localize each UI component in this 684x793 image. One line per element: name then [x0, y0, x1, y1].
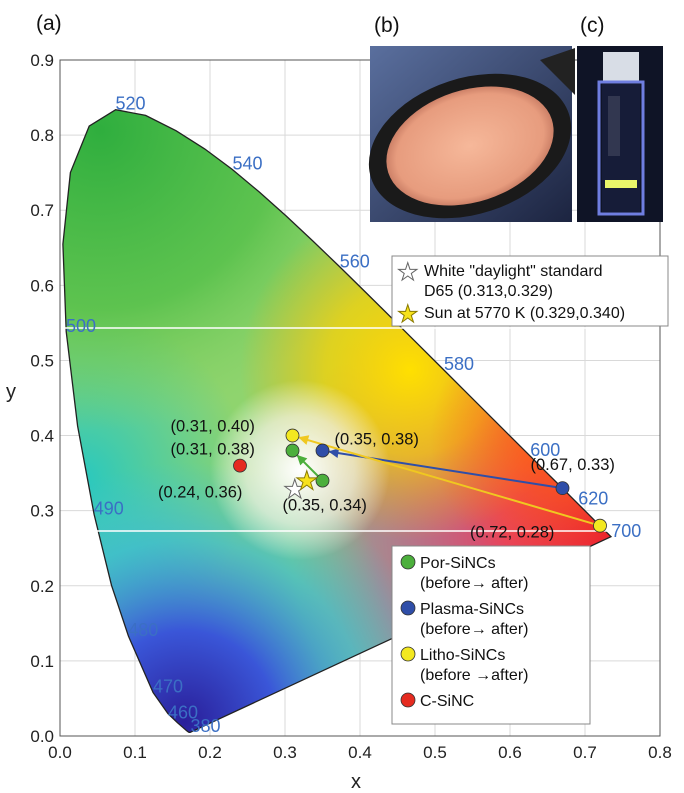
x-tick-label: 0.1	[123, 743, 147, 762]
wavelength-label-470: 470	[153, 676, 183, 696]
d65-star-icon: ★	[283, 474, 306, 504]
coordinate-annotation: (0.31, 0.38)	[171, 441, 255, 459]
legend-litho-sub: (before →after)	[420, 667, 528, 684]
legend-plasma-sub: (before→ after)	[420, 621, 528, 638]
marker-c-sinc	[233, 458, 247, 473]
y-axis-label: y	[6, 381, 16, 403]
coordinate-annotation: (0.35, 0.34)	[283, 497, 367, 515]
wavelength-label-380: 380	[191, 716, 221, 736]
white-star-legend-icon: ★	[397, 259, 419, 286]
marker-litho-sincs	[593, 518, 607, 533]
legend-marker-por	[400, 554, 416, 570]
y-tick-label: 0.4	[30, 427, 54, 446]
wavelength-label-480: 480	[128, 620, 158, 640]
data-markers: ★★	[233, 428, 607, 533]
legend-por-name: Por-SiNCs	[420, 555, 496, 572]
wavelength-label-520: 520	[116, 94, 146, 114]
x-tick-label: 0.6	[498, 743, 522, 762]
panel-label-c: (c)	[580, 14, 605, 37]
coordinate-annotation: (0.72, 0.28)	[470, 524, 554, 542]
y-tick-label: 0.6	[30, 276, 54, 295]
legend-d65-line1: White "daylight" standard	[424, 263, 603, 280]
x-tick-label: 0.0	[48, 743, 72, 762]
marker-plasma-sincs	[315, 443, 330, 458]
wavelength-label-600: 600	[530, 440, 560, 460]
y-tick-label: 0.0	[30, 727, 54, 746]
series-legend: Por-SiNCs (before→ after) Plasma-SiNCs (…	[391, 545, 591, 725]
marker-por-sincs	[315, 473, 330, 488]
wavelength-label-620: 620	[578, 489, 608, 509]
y-tick-label: 0.8	[30, 126, 54, 145]
y-tick-label: 0.9	[30, 51, 54, 70]
marker-litho-sincs	[285, 428, 300, 443]
x-tick-label: 0.2	[198, 743, 222, 762]
x-axis-label: x	[351, 771, 361, 793]
inset-photo-c	[577, 46, 663, 222]
y-tick-label: 0.2	[30, 577, 54, 596]
arrow-head	[298, 435, 310, 445]
coordinate-annotation: (0.31, 0.40)	[171, 418, 255, 436]
plot-frame	[59, 59, 661, 737]
legend-sun: Sun at 5770 K (0.329,0.340)	[424, 305, 625, 322]
x-tick-label: 0.7	[573, 743, 597, 762]
wavelength-label-500: 500	[66, 316, 96, 336]
legend-plasma-name: Plasma-SiNCs	[420, 601, 524, 618]
legend-litho-name: Litho-SiNCs	[420, 647, 505, 664]
arrow-head	[296, 454, 308, 466]
y-tick-label: 0.1	[30, 652, 54, 671]
x-tick-label: 0.3	[273, 743, 297, 762]
y-tick-labels: 0.0 0.1 0.2 0.3 0.4 0.5 0.6 0.7 0.8 0.9	[30, 51, 54, 746]
x-tick-label: 0.4	[348, 743, 372, 762]
coordinate-annotation: (0.24, 0.36)	[158, 484, 242, 502]
legend-por-sub: (before→ after)	[420, 575, 528, 592]
coordinate-annotation: (0.67, 0.33)	[531, 456, 615, 474]
wavelength-label-460: 460	[168, 703, 198, 723]
marker-plasma-sincs	[555, 481, 570, 496]
sun-star-icon: ★	[295, 466, 318, 496]
wavelength-label-540: 540	[233, 154, 263, 174]
wavelength-label-490: 490	[94, 498, 124, 518]
wavelength-label-560: 560	[340, 251, 370, 271]
x-tick-labels: 0.0 0.1 0.2 0.3 0.4 0.5 0.6 0.7 0.8	[48, 743, 672, 762]
shift-arrows	[291, 434, 601, 527]
coordinate-annotation: (0.35, 0.38)	[335, 431, 419, 449]
arrow-line	[292, 434, 601, 527]
legend-d65-line2: D65 (0.313,0.329)	[424, 283, 553, 300]
marker-por-sincs	[285, 443, 300, 458]
legend-csinc-name: C-SiNC	[420, 693, 474, 710]
y-tick-label: 0.7	[30, 201, 54, 220]
wavelength-label-580: 580	[444, 354, 474, 374]
x-tick-label: 0.5	[423, 743, 447, 762]
legend-marker-plasma	[400, 600, 416, 616]
arrow-head	[328, 448, 340, 458]
y-tick-label: 0.5	[30, 351, 54, 370]
coordinate-annotations: (0.31, 0.40) (0.31, 0.38) (0.35, 0.38) (0.2…	[158, 418, 615, 542]
legend-marker-litho	[400, 646, 416, 662]
inset-photo-b	[368, 46, 575, 222]
x-tick-label: 0.8	[648, 743, 672, 762]
y-tick-label: 0.3	[30, 502, 54, 521]
panel-label-a: (a)	[36, 12, 62, 35]
yellow-star-legend-icon: ★	[397, 301, 419, 328]
panel-label-b: (b)	[374, 14, 400, 37]
reference-legend: ★ White "daylight" standard D65 (0.313,0…	[391, 255, 669, 329]
wavelength-label-700: 700	[611, 521, 641, 541]
legend-marker-csinc	[400, 692, 416, 708]
